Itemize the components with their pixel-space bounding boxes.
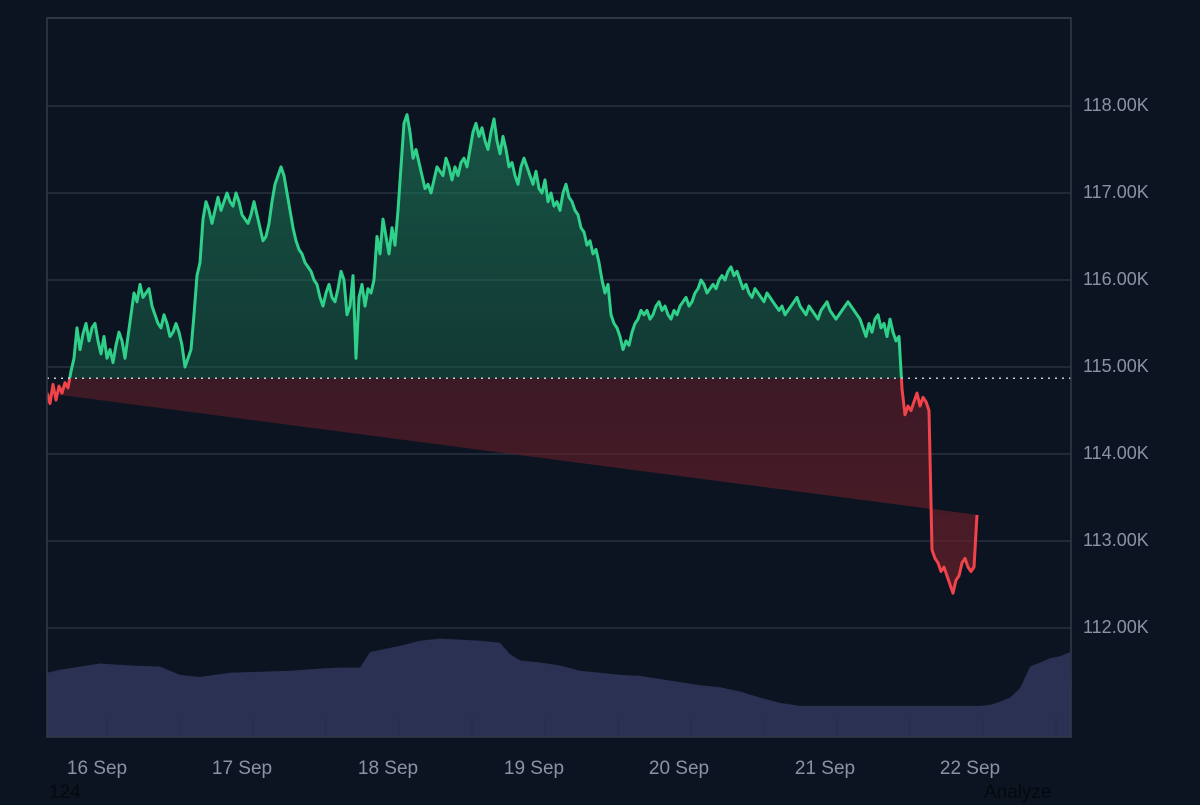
x-tick-label: 21 Sep bbox=[794, 758, 856, 779]
analyze-link[interactable]: Analyze bbox=[984, 782, 1052, 803]
y-tick-label: 118.00K bbox=[1083, 95, 1149, 115]
y-tick-label: 117.00K bbox=[1083, 182, 1149, 202]
volume-area bbox=[47, 638, 1071, 737]
stray-number-text: 124 bbox=[49, 782, 81, 803]
x-tick-label: 18 Sep bbox=[357, 758, 419, 779]
x-tick-label: 19 Sep bbox=[503, 758, 565, 779]
price-line bbox=[47, 113, 979, 595]
plot-border bbox=[46, 17, 1072, 738]
y-tick-label: 114.00K bbox=[1083, 443, 1149, 463]
y-tick-label: 113.00K bbox=[1083, 530, 1149, 550]
y-tick-label: 115.00K bbox=[1083, 356, 1149, 376]
x-tick-label: 17 Sep bbox=[211, 758, 273, 779]
x-tick-label: 16 Sep bbox=[66, 758, 128, 779]
y-tick-label: 116.00K bbox=[1083, 269, 1149, 289]
y-tick-label: 112.00K bbox=[1083, 617, 1149, 637]
x-tick-label: 22 Sep bbox=[939, 758, 1001, 779]
x-tick-label: 20 Sep bbox=[648, 758, 710, 779]
